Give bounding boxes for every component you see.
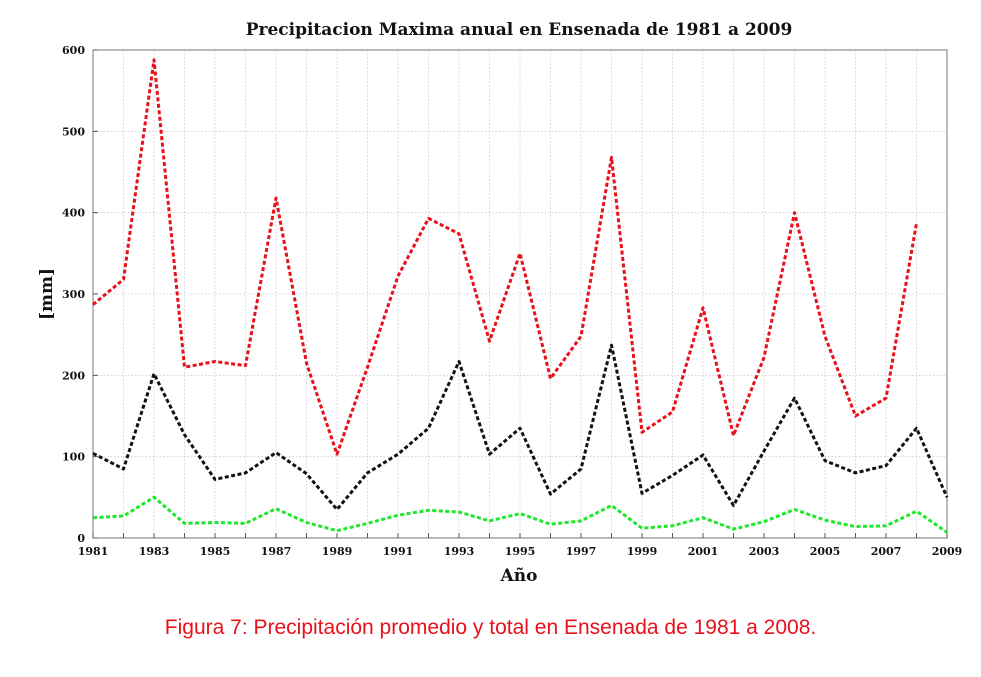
series-line-2: [92, 343, 949, 511]
y-axis-label: [mm]: [37, 268, 57, 320]
series-line-3: [92, 495, 948, 534]
y-tick-label: 300: [62, 288, 85, 301]
chart-title: Precipitacion Maxima anual en Ensenada d…: [246, 20, 793, 40]
x-tick-label: 2005: [810, 545, 841, 558]
figure-caption: Figura 7: Precipitación promedio y total…: [164, 616, 817, 639]
x-tick-label: 1997: [566, 545, 597, 558]
series-line-1: [92, 58, 918, 456]
x-tick-label: 1999: [627, 545, 658, 558]
y-tick-label: 0: [77, 532, 85, 545]
x-tick-label: 1983: [139, 545, 170, 558]
x-tick-label: 1981: [78, 545, 109, 558]
x-tick-label: 1993: [444, 545, 475, 558]
y-tick-label: 500: [62, 125, 85, 138]
x-tick-label: 2009: [932, 545, 963, 558]
y-tick-label: 100: [62, 451, 85, 464]
series-group: [92, 58, 949, 534]
x-tick-label: 2001: [688, 545, 719, 558]
x-tick-label: 2007: [871, 545, 902, 558]
x-tick-label: 1987: [261, 545, 292, 558]
x-tick-label: 1989: [322, 545, 353, 558]
x-axis-label: Año: [500, 566, 538, 586]
y-tick-label: 400: [62, 207, 85, 220]
precipitation-line-chart: Precipitacion Maxima anual en Ensenada d…: [37, 20, 962, 586]
x-tick-label: 1991: [383, 545, 414, 558]
x-tick-label: 1995: [505, 545, 536, 558]
axis-ticks: 0 100 200 300 400 500 600 1981 1983 1985 1987 1989 1…: [62, 44, 962, 558]
grid-lines: [92, 49, 948, 539]
x-tick-label: 1985: [200, 545, 231, 558]
y-tick-label: 600: [62, 44, 85, 57]
y-tick-label: 200: [62, 369, 85, 382]
x-tick-label: 2003: [749, 545, 780, 558]
